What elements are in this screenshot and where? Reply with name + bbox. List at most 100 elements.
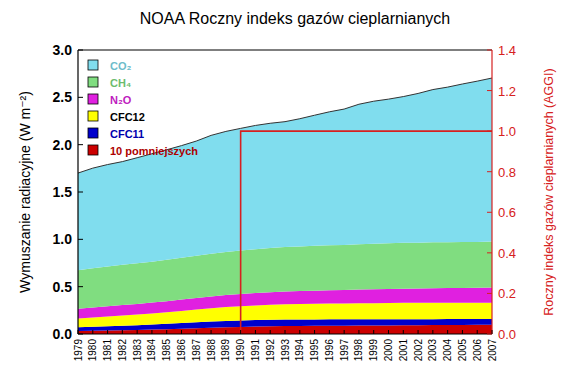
y2-tick-label: 0.0 bbox=[498, 327, 516, 342]
x-tick bbox=[270, 330, 271, 334]
total-line bbox=[78, 78, 492, 173]
y2-tick-label: 0.4 bbox=[498, 246, 516, 261]
x-tick-label: 2000 bbox=[383, 339, 394, 362]
y-axis-label: Wymuszanie radiacyjne (W m⁻²) bbox=[17, 91, 33, 293]
y-tick-label: 3.0 bbox=[53, 42, 73, 58]
x-tick bbox=[329, 330, 330, 334]
x-tick-label: 1987 bbox=[191, 339, 202, 362]
x-tick bbox=[358, 330, 359, 334]
x-tick-label: 2007 bbox=[487, 339, 498, 362]
x-tick bbox=[166, 330, 167, 334]
x-tick bbox=[225, 330, 226, 334]
y2-tick bbox=[487, 293, 492, 294]
y-tick bbox=[78, 334, 83, 335]
x-tick bbox=[432, 330, 433, 334]
legend-swatch bbox=[88, 60, 98, 70]
y-tick-label: 2.5 bbox=[53, 89, 73, 105]
x-tick-label: 1991 bbox=[250, 339, 261, 362]
legend-swatch bbox=[88, 111, 98, 121]
areas bbox=[78, 78, 492, 334]
x-tick-label: 1989 bbox=[220, 339, 231, 362]
x-tick bbox=[447, 330, 448, 334]
chart-svg: NOAA Roczny indeks gazów cieplarnianych 0… bbox=[0, 0, 570, 390]
legend-label: CH₄ bbox=[110, 77, 131, 89]
x-tick-label: 1984 bbox=[146, 339, 157, 362]
x-tick-label: 1994 bbox=[294, 339, 305, 362]
x-tick bbox=[181, 330, 182, 334]
x-tick-label: 2001 bbox=[398, 339, 409, 362]
chart-root: NOAA Roczny indeks gazów cieplarnianych 0… bbox=[0, 0, 570, 390]
x-tick-label: 1997 bbox=[339, 339, 350, 362]
legend-label: CFC12 bbox=[110, 111, 145, 123]
x-tick-label: 1995 bbox=[309, 339, 320, 362]
x-tick-label: 1985 bbox=[161, 339, 172, 362]
y2-tick-label: 0.6 bbox=[498, 205, 516, 220]
legend-label: CFC11 bbox=[110, 128, 144, 140]
y2-tick-label: 1.4 bbox=[498, 43, 516, 58]
x-tick-label: 1983 bbox=[132, 339, 143, 362]
x-tick bbox=[373, 330, 374, 334]
x-tick bbox=[388, 330, 389, 334]
x-tick bbox=[255, 330, 256, 334]
legend-swatch bbox=[88, 145, 98, 155]
legend-swatch bbox=[88, 128, 98, 138]
y2-tick bbox=[487, 131, 492, 132]
y-tick-label: 1.0 bbox=[53, 231, 73, 247]
x-tick-label: 2005 bbox=[457, 339, 468, 362]
y2-axis-label: Roczny indeks gazów cieplarnianych (AGGI… bbox=[542, 68, 556, 315]
y2-tick-label: 1.2 bbox=[498, 84, 516, 99]
legend-swatch bbox=[88, 94, 98, 104]
legend-swatch bbox=[88, 77, 98, 87]
y2-tick-label: 0.8 bbox=[498, 165, 516, 180]
x-tick bbox=[285, 330, 286, 334]
y2-tick bbox=[487, 90, 492, 91]
x-tick-label: 1981 bbox=[102, 339, 113, 362]
x-tick-label: 2002 bbox=[413, 339, 424, 362]
x-tick bbox=[240, 330, 241, 334]
x-tick-label: 1993 bbox=[280, 339, 291, 362]
legend: CO₂CH₄N₂OCFC12CFC1110 pomniejszych bbox=[88, 60, 198, 157]
y2-tick bbox=[487, 50, 492, 51]
y-tick-label: 1.5 bbox=[53, 184, 73, 200]
y-tick bbox=[78, 50, 83, 51]
chart-title: NOAA Roczny indeks gazów cieplarnianych bbox=[140, 10, 450, 27]
y-tick bbox=[78, 144, 83, 145]
x-tick bbox=[122, 330, 123, 334]
y2-tick bbox=[487, 171, 492, 172]
y2-tick bbox=[487, 334, 492, 335]
x-tick bbox=[211, 330, 212, 334]
y-tick bbox=[78, 97, 83, 98]
area-series bbox=[78, 78, 492, 270]
x-tick bbox=[314, 330, 315, 334]
y2-tick-label: 1.0 bbox=[498, 124, 516, 139]
legend-label: 10 pomniejszych bbox=[110, 145, 198, 157]
x-tick bbox=[418, 330, 419, 334]
x-tick bbox=[477, 330, 478, 334]
x-tick-label: 1980 bbox=[87, 339, 98, 362]
x-tick-label: 1988 bbox=[206, 339, 217, 362]
x-tick bbox=[78, 330, 79, 334]
y2-axis-line bbox=[491, 50, 492, 334]
x-tick bbox=[107, 330, 108, 334]
x-tick-label: 2004 bbox=[442, 339, 453, 362]
x-tick-label: 2006 bbox=[472, 339, 483, 362]
x-tick bbox=[344, 330, 345, 334]
x-tick bbox=[492, 330, 493, 334]
y-tick-label: 2.0 bbox=[53, 137, 73, 153]
x-tick-label: 1986 bbox=[176, 339, 187, 362]
x-tick-label: 1999 bbox=[368, 339, 379, 362]
y2-tick-label: 0.2 bbox=[498, 286, 516, 301]
x-tick-label: 2003 bbox=[427, 339, 438, 362]
x-tick bbox=[403, 330, 404, 334]
legend-label: CO₂ bbox=[110, 60, 132, 72]
y-tick bbox=[78, 239, 83, 240]
x-tick-label: 1998 bbox=[353, 339, 364, 362]
y-tick bbox=[78, 192, 83, 193]
x-tick-label: 1992 bbox=[265, 339, 276, 362]
y-tick-label: 0.0 bbox=[53, 326, 73, 342]
y-tick-label: 0.5 bbox=[53, 279, 73, 295]
x-tick bbox=[151, 330, 152, 334]
y2-tick bbox=[487, 212, 492, 213]
x-tick-label: 1996 bbox=[324, 339, 335, 362]
x-tick-label: 1990 bbox=[235, 339, 246, 362]
